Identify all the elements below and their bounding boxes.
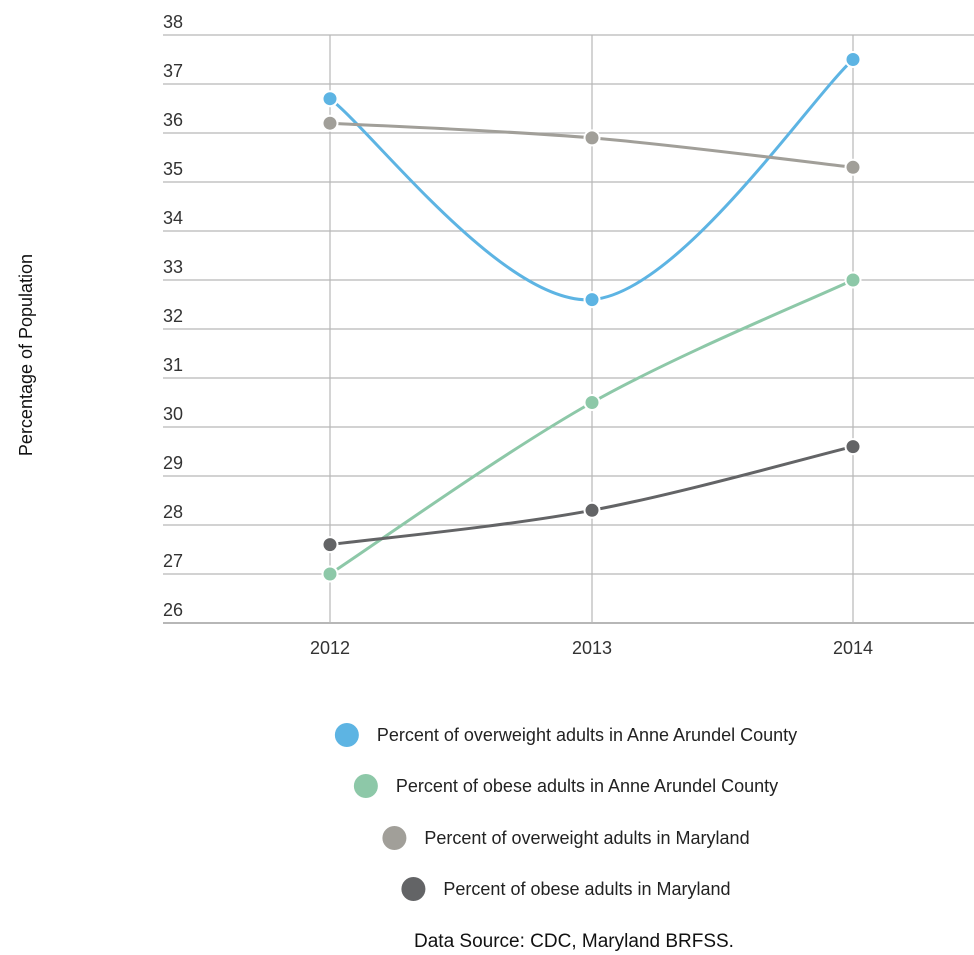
data-point-series-3-2013 [583,129,601,147]
data-point-series-1-2013 [583,291,601,309]
legend-label: Percent of obese adults in Maryland [443,879,730,899]
grid [163,34,974,624]
data-point-series-2-2014 [844,271,862,289]
y-tick-label: 38 [163,12,183,32]
legend: Percent of overweight adults in Anne Aru… [334,723,797,901]
y-tick-label: 34 [163,208,183,228]
x-tick-label: 2014 [833,638,873,658]
data-point-series-2-2012 [321,565,339,583]
data-point-series-4-2013 [583,501,601,519]
legend-item: Percent of overweight adults in Maryland [382,826,750,850]
y-axis-label: Percentage of Population [16,254,36,456]
legend-item: Percent of obese adults in Maryland [401,877,731,901]
x-tick-label: 2013 [572,638,612,658]
y-tick-label: 30 [163,404,183,424]
legend-label: Percent of obese adults in Anne Arundel … [396,776,778,796]
data-point-series-4-2012 [321,536,339,554]
data-point-series-2-2013 [583,394,601,411]
y-tick-label: 36 [163,110,183,130]
y-tick-labels: 38 37 36 35 34 33 32 31 30 29 28 27 26 [163,12,183,620]
y-tick-label: 37 [163,61,183,81]
data-points [321,51,862,583]
y-tick-label: 27 [163,551,183,571]
y-tick-label: 26 [163,600,183,620]
data-point-series-3-2014 [844,158,862,176]
legend-item: Percent of overweight adults in Anne Aru… [334,723,797,747]
data-point-series-3-2012 [321,114,339,132]
legend-label: Percent of overweight adults in Anne Aru… [377,725,797,745]
legend-marker [401,877,426,901]
data-point-series-4-2014 [844,438,862,456]
legend-marker [334,723,359,747]
y-tick-label: 31 [163,355,183,375]
y-tick-label: 33 [163,257,183,277]
y-tick-label: 32 [163,306,183,326]
data-point-series-1-2012 [321,90,339,108]
data-source-note: Data Source: CDC, Maryland BRFSS. [414,931,734,952]
legend-item: Percent of obese adults in Anne Arundel … [353,774,778,798]
legend-marker [382,826,407,850]
legend-marker [353,774,378,798]
y-tick-label: 29 [163,453,183,473]
x-tick-labels: 2012 2013 2014 [310,638,873,658]
legend-label: Percent of overweight adults in Maryland [424,828,749,848]
y-tick-label: 28 [163,502,183,522]
y-tick-label: 35 [163,159,183,179]
data-point-series-1-2014 [844,51,862,68]
x-tick-label: 2012 [310,638,350,658]
